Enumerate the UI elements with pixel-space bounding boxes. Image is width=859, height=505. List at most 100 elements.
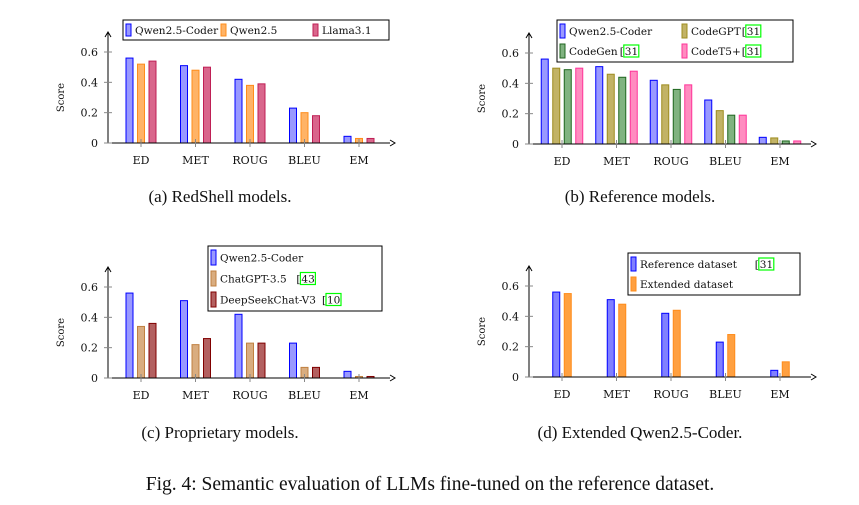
x-axis-arrow-icon [810,373,817,381]
legend-swatch [559,23,566,39]
figure-caption: Fig. 4: Semantic evaluation of LLMs fine… [146,474,715,495]
citation-bracket: [ [296,274,300,286]
bar-codegen-bleu [727,114,736,145]
bar-reference-dataset-bleu [715,341,724,378]
bar-deepseekchat-v3-met [203,338,211,379]
bar-qwen2-5-coder-ed [125,292,134,379]
citation-link-box[interactable] [325,292,342,307]
bar-reference-dataset-met [606,299,615,378]
x-tick-label: BLEU [709,155,742,168]
legend-label: Qwen2.5 [230,25,277,37]
y-tick-label: 0 [91,137,98,150]
bar-llama3-1-ed [148,60,157,144]
y-tick-label: 0.6 [502,280,520,293]
bar-qwen2-5-coder-roug [649,79,658,145]
y-axis-arrow-icon [525,32,533,39]
citation-link-box[interactable] [745,44,762,58]
x-axis-arrow-icon [810,140,817,148]
citation-bracket: [ [742,46,746,58]
y-tick-label: 0.4 [502,310,520,323]
bar-qwen2-5-coder-roug [234,78,243,144]
bar-chatgpt-3-5-ed [137,325,145,379]
citation-link[interactable]: 31 [625,46,638,58]
legend-box [122,19,390,41]
x-tick-label: ROUG [232,389,267,402]
legend-swatch [220,23,227,37]
y-axis-arrow-icon [525,265,533,272]
legend-label: Qwen2.5-Coder [569,26,653,38]
x-tick-label: EM [770,388,789,401]
bar-codegpt-met [606,73,615,145]
x-tick-label: MET [182,154,209,167]
citation-link[interactable]: 10 [327,295,340,307]
bar-codegpt-em [770,137,779,145]
bar-qwen2-5-coder-bleu [289,107,297,144]
legend-label: CodeGen [569,46,618,58]
x-tick-label: EM [770,155,789,168]
bar-reference-dataset-em [770,369,779,378]
citation-link[interactable]: 31 [747,26,760,38]
chart-c: 0 0.2 0.4 0.6 ED MET ROUG BLEU EM Score (c) Propri… [56,245,396,442]
x-tick-label: EM [349,154,368,167]
y-tick-label: 0.4 [81,76,99,89]
legend: Reference dataset [31 Extended dataset [627,252,801,296]
bar-codegen-ed [563,69,572,145]
legend-swatch [125,23,132,37]
x-tick-label: ROUG [232,154,267,167]
legend: Qwen2.5-Coder ChatGPT-3.5 [43 DeepSeekChat-… [207,245,383,312]
bar-deepseekchat-v3-bleu [312,366,320,379]
legend-label: DeepSeekChat-V3 [220,295,316,307]
y-tick-label: 0.6 [502,47,520,60]
citation-bracket: [ [322,295,326,307]
bar-qwen2-5-coder-roug [234,313,243,379]
y-tick-label: 0.2 [502,108,520,121]
legend-label: CodeT5+ [691,46,741,58]
x-tick-label: ED [133,389,150,402]
citation-link[interactable]: 31 [747,46,760,58]
bar-codegen-met [618,76,627,145]
y-axis-label: Score [477,317,488,346]
bar-qwen2-5-coder-ed [540,58,549,145]
chart-d: 0 0.2 0.4 0.6 ED MET ROUG BLEU EM Score (d) Extend… [477,252,817,442]
citation-bracket: [ [755,259,759,271]
citation-link-box[interactable] [299,271,316,286]
citation-link[interactable]: 31 [760,259,773,271]
legend-label: ChatGPT-3.5 [220,274,287,286]
bar-qwen2-5-coder-em [343,135,352,144]
bar-qwen2-5-coder-bleu [704,99,713,145]
bar-llama3-1-roug [257,83,266,144]
y-axis-label: Score [56,318,67,347]
citation-link-box[interactable] [623,44,640,58]
legend-label: CodeGPT [691,26,741,38]
y-tick-label: 0.4 [502,77,520,90]
citation-link-box[interactable] [758,257,775,271]
legend-label: Qwen2.5-Coder [135,25,219,37]
legend-swatch [681,23,688,39]
subfigure-caption: (b) Reference models. [565,187,716,206]
bar-deepseekchat-v3-roug [257,342,266,379]
legend-label: Llama3.1 [322,25,372,37]
citation-link[interactable]: 43 [301,274,314,286]
x-tick-label: MET [182,389,209,402]
bar-qwen2-5-roug [246,84,254,144]
bar-qwen2-5-coder-met [180,65,188,144]
y-tick-label: 0.2 [502,341,520,354]
bar-codet5--roug [684,84,693,145]
y-tick-label: 0.6 [81,281,99,294]
legend-swatch [630,256,637,272]
y-tick-label: 0 [512,371,519,384]
subfigure-caption: (a) RedShell models. [148,187,291,206]
x-tick-label: ED [554,388,571,401]
bar-llama3-1-bleu [312,115,320,144]
bar-codet5--met [629,70,638,145]
legend-box [556,19,794,63]
y-axis-arrow-icon [104,31,112,38]
bar-qwen2-5-coder-met [180,300,188,379]
y-tick-label: 0.2 [81,107,99,120]
bar-deepseekchat-v3-ed [148,322,157,379]
chart-b: 0 0.2 0.4 0.6 ED MET ROUG BLEU EM Score (b) Refere… [477,19,817,206]
bar-codet5--ed [575,67,584,145]
citation-link-box[interactable] [745,24,762,38]
bar-reference-dataset-roug [661,312,670,378]
